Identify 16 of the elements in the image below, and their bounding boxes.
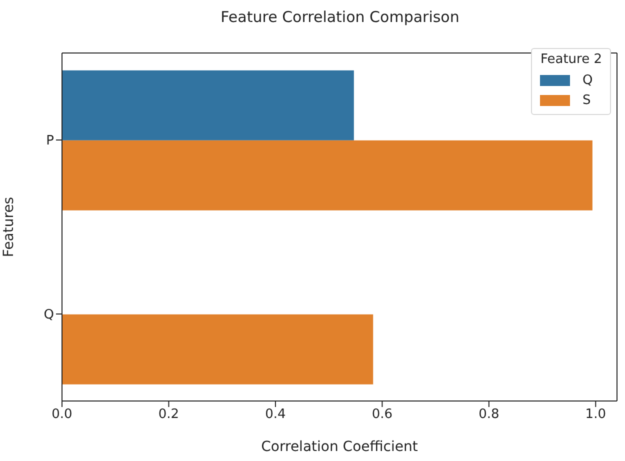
x-tick-label: 0.2 — [158, 407, 180, 422]
x-axis-title: Correlation Coefficient — [261, 439, 418, 455]
x-tick-label: 1.0 — [585, 407, 606, 422]
legend-title: Feature 2 — [540, 52, 602, 67]
x-tick-label: 0.6 — [372, 407, 393, 422]
bar — [62, 70, 354, 140]
x-tick-label: 0.0 — [52, 407, 72, 422]
chart-title: Feature Correlation Comparison — [220, 8, 460, 26]
bar — [62, 140, 592, 210]
x-tick-label: 0.8 — [478, 407, 500, 422]
legend-label: S — [582, 92, 591, 108]
x-tick-label: 0.4 — [265, 407, 286, 422]
y-tick-label: P — [46, 134, 54, 149]
legend-label: Q — [582, 72, 593, 88]
bar — [62, 314, 374, 384]
y-axis-title: Features — [0, 196, 17, 258]
